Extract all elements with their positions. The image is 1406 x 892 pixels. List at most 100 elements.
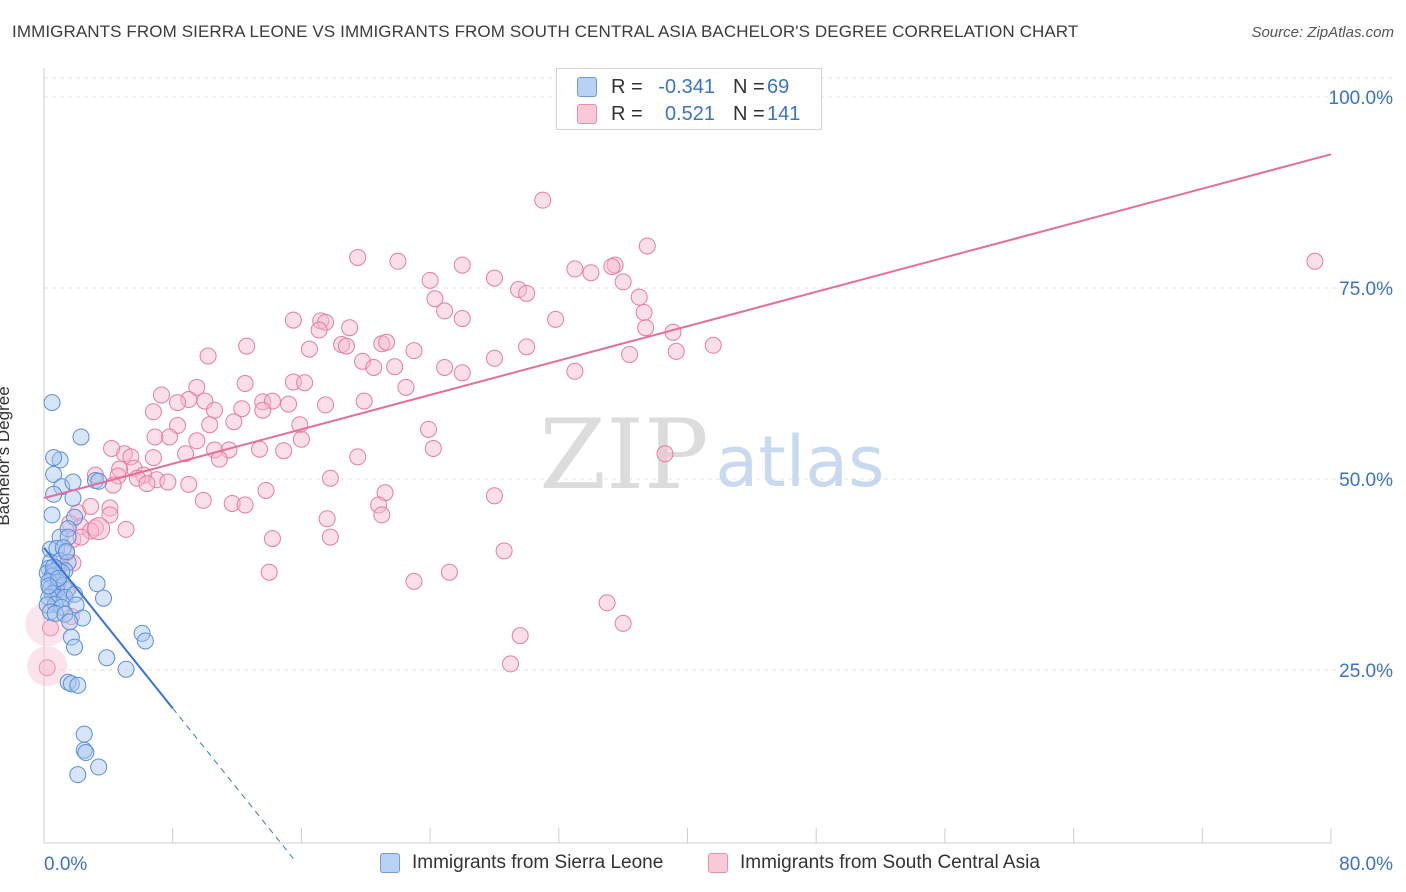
legend-n-value: 141 — [767, 102, 801, 125]
legend-r-value: -0.341 — [658, 75, 715, 98]
data-point — [321, 469, 339, 487]
series-legend-south-central-asia: Immigrants from South Central Asia — [708, 852, 1040, 874]
data-point — [69, 676, 87, 694]
data-point — [72, 528, 90, 546]
data-point — [436, 302, 454, 320]
watermark-atlas: atlas — [715, 421, 884, 503]
legend-n-value: 69 — [767, 75, 790, 98]
data-point — [485, 269, 503, 287]
data-point — [260, 563, 278, 581]
data-point — [337, 337, 355, 355]
data-point — [46, 604, 64, 622]
data-point — [424, 439, 442, 457]
data-point — [704, 336, 722, 354]
data-point — [453, 256, 471, 274]
chart-title: IMMIGRANTS FROM SIERRA LEONE VS IMMIGRAN… — [12, 22, 1079, 41]
data-point — [136, 632, 154, 650]
data-point — [254, 401, 272, 419]
data-point — [146, 428, 164, 446]
data-point — [436, 358, 454, 376]
data-point — [238, 337, 256, 355]
data-point — [280, 395, 298, 413]
data-point — [43, 394, 61, 412]
data-point — [51, 451, 69, 469]
data-point — [88, 575, 106, 593]
y-tick-label: 75.0% — [1339, 279, 1393, 300]
data-point — [365, 358, 383, 376]
data-point — [188, 378, 206, 396]
data-point — [117, 520, 135, 538]
data-point — [45, 465, 63, 483]
legend-swatch-pink — [708, 853, 728, 873]
data-point — [98, 649, 116, 667]
data-point — [582, 264, 600, 282]
data-point — [101, 499, 119, 517]
data-point — [453, 364, 471, 382]
data-point — [62, 675, 80, 693]
data-point — [284, 311, 302, 329]
data-point — [62, 628, 80, 646]
series-legend-label: Immigrants from Sierra Leone — [412, 852, 664, 873]
data-point — [58, 543, 76, 561]
data-point — [117, 660, 135, 678]
data-point — [485, 487, 503, 505]
y-tick-label: 25.0% — [1339, 661, 1393, 682]
data-point — [152, 386, 170, 404]
data-point — [566, 260, 584, 278]
data-point — [194, 491, 212, 509]
series-legend-label: Immigrants from South Central Asia — [740, 852, 1040, 873]
source-label: Source: ZipAtlas.com — [1251, 24, 1394, 41]
legend-r-value: 0.521 — [664, 102, 715, 125]
data-point — [603, 258, 621, 276]
data-point — [144, 403, 162, 421]
legend-n-label: N = — [733, 75, 765, 98]
data-point — [199, 347, 217, 365]
data-point — [614, 273, 632, 291]
data-point — [349, 248, 367, 266]
data-point-cluster — [87, 517, 111, 541]
data-point — [310, 321, 328, 339]
data-point — [180, 475, 198, 493]
data-point — [656, 445, 674, 463]
series-sierra-leone-points — [38, 394, 154, 784]
data-point — [144, 449, 162, 467]
stats-legend: R = -0.341 N = 69 R = 0.521 N = 141 — [556, 68, 822, 130]
legend-swatch-pink — [577, 104, 597, 124]
tick-labels: 25.0% 50.0% 75.0% 100.0% 0.0% 80.0% — [44, 88, 1393, 875]
data-point — [510, 281, 528, 299]
data-point — [275, 442, 293, 460]
data-point — [566, 362, 584, 380]
data-point — [373, 506, 391, 524]
data-point — [341, 319, 359, 337]
data-point — [206, 401, 224, 419]
data-point — [160, 428, 178, 446]
trend-lines — [43, 153, 1332, 859]
data-point — [38, 659, 56, 677]
data-point — [138, 475, 156, 493]
data-point — [77, 744, 95, 762]
data-point — [667, 342, 685, 360]
data-point — [637, 319, 655, 337]
y-tick-label: 100.0% — [1329, 88, 1394, 109]
series-legend-sierra-leone: Immigrants from Sierra Leone — [380, 852, 663, 874]
watermark-zip: ZIP — [539, 399, 708, 511]
data-point — [75, 725, 93, 743]
data-point — [103, 439, 121, 457]
data-point — [159, 473, 177, 491]
legend-swatch-blue — [577, 77, 597, 97]
data-point — [263, 530, 281, 548]
data-point-cluster — [27, 646, 68, 687]
data-point — [502, 655, 520, 673]
trend-line-south-central-asia — [43, 153, 1332, 500]
data-point — [630, 288, 648, 306]
data-point — [349, 448, 367, 466]
data-point — [317, 396, 335, 414]
data-point — [389, 252, 407, 270]
gridlines — [44, 77, 1392, 671]
data-point — [397, 378, 415, 396]
data-point — [43, 506, 61, 524]
data-point — [511, 627, 529, 645]
data-point — [292, 430, 310, 448]
data-point — [318, 510, 336, 528]
